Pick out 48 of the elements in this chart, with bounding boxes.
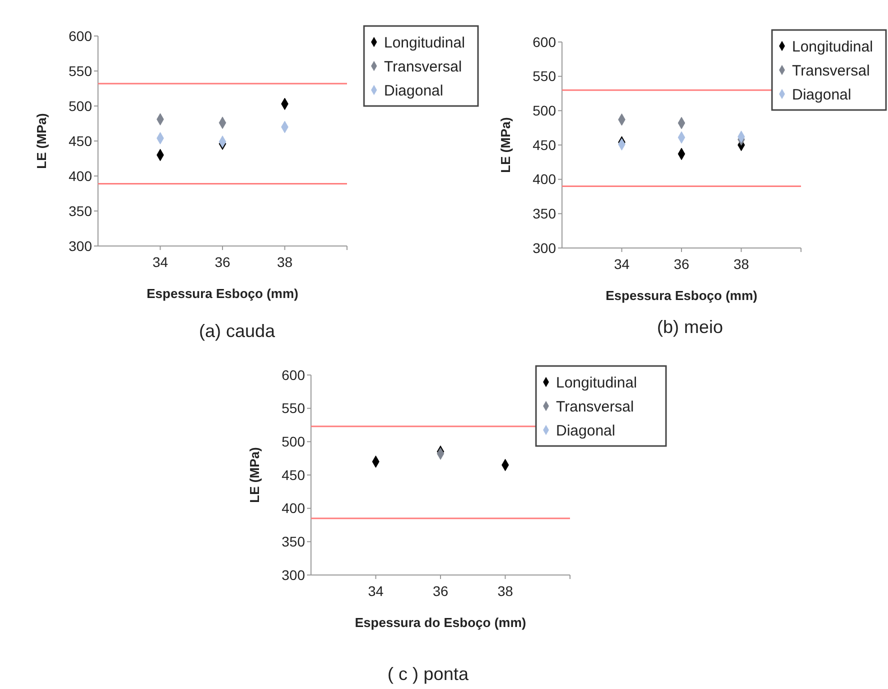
text: ( c ) ponta (387, 664, 470, 684)
x-tick-label: 36 (674, 256, 690, 272)
text: (a) cauda (198, 321, 276, 341)
legend-label: Transversal (384, 58, 462, 76)
y-tick-label: 300 (282, 566, 306, 583)
y-axis-title: LE (MPa) (498, 117, 513, 173)
y-tick-label: 550 (532, 68, 556, 84)
y-tick-label: 450 (282, 466, 306, 483)
x-axis-title: Espessura Esboço (mm) (606, 288, 758, 303)
y-tick-label: 350 (532, 206, 556, 222)
y-axis-title: LE (MPa) (247, 447, 262, 503)
x-axis-title: Espessura do Esboço (mm) (354, 615, 526, 630)
x-tick-label: 38 (497, 583, 514, 599)
y-tick-label: 400 (68, 168, 92, 184)
legend-label: Diagonal (384, 82, 444, 100)
y-tick-label: 400 (532, 171, 556, 188)
y-tick-label: 550 (282, 400, 306, 416)
x-tick-label: 36 (214, 254, 230, 270)
y-axis-title: LE (MPa) (34, 113, 49, 169)
y-tick-label: 600 (68, 28, 92, 44)
text: (b) meio (656, 317, 724, 337)
y-tick-label: 300 (532, 240, 556, 256)
x-tick-label: 34 (368, 583, 384, 599)
x-tick-label: 38 (733, 256, 750, 272)
legend-label: Longitudinal (792, 38, 873, 56)
y-tick-label: 300 (68, 238, 92, 254)
y-tick-label: 600 (282, 366, 306, 383)
x-axis-title: Espessura Esboço (mm) (146, 286, 298, 301)
y-tick-label: 350 (68, 202, 92, 219)
y-tick-label: 500 (532, 102, 556, 119)
y-tick-label: 500 (282, 434, 306, 450)
x-tick-label: 38 (276, 254, 293, 270)
legend-label: Transversal (792, 62, 870, 80)
y-tick-label: 550 (68, 62, 92, 79)
legend-label: Longitudinal (556, 374, 637, 392)
y-tick-label: 450 (532, 136, 556, 153)
x-tick-label: 34 (614, 256, 630, 272)
legend-label: Diagonal (556, 422, 616, 440)
legend-label: Diagonal (792, 86, 852, 104)
y-tick-label: 600 (532, 34, 556, 50)
y-tick-label: 500 (68, 98, 92, 114)
x-tick-label: 34 (152, 254, 168, 270)
y-tick-label: 450 (68, 132, 92, 149)
y-tick-label: 400 (282, 500, 306, 516)
x-tick-label: 36 (432, 583, 448, 599)
y-tick-label: 350 (282, 534, 306, 550)
legend-label: Transversal (556, 398, 634, 416)
legend-label: Longitudinal (384, 34, 465, 52)
